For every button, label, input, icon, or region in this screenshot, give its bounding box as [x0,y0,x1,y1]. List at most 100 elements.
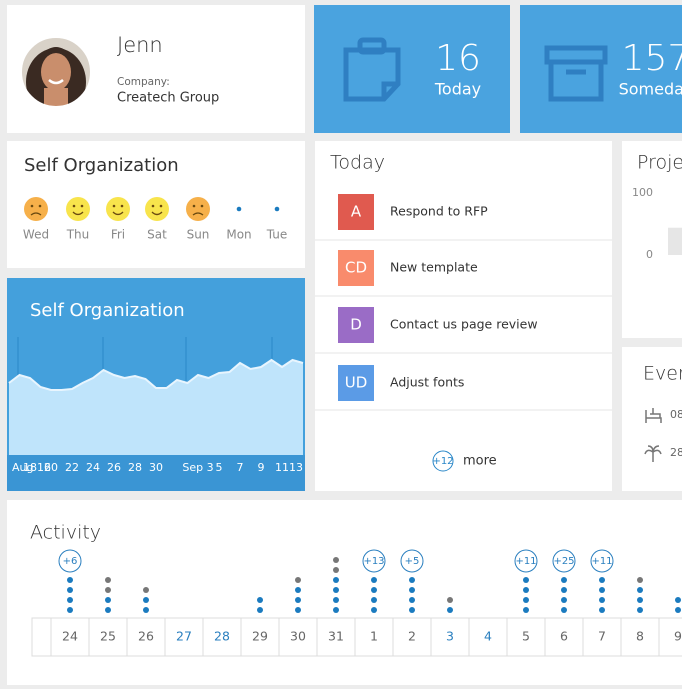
activity-day: 1 [370,629,378,644]
task-badge-text[interactable]: CD [345,259,367,277]
done-dot [599,587,605,593]
done-dot [333,607,339,613]
face-eye [151,204,155,208]
done-dot [599,597,605,603]
avatar [21,37,91,107]
more-badge[interactable] [362,549,386,573]
more-count[interactable]: +13 [363,556,384,567]
more-count[interactable]: +25 [553,556,574,567]
mood-day: Tue [266,228,288,242]
x-tick-label: 22 [65,461,79,474]
more-badge[interactable] [514,549,538,573]
done-dot [523,587,529,593]
x-tick-label: Aug 16 [12,461,51,474]
task-badge[interactable] [338,307,374,343]
mood-day: Mon [226,228,251,242]
clipboard-icon [343,37,401,102]
face-eye [120,204,124,208]
task-badge[interactable] [338,365,374,401]
other-dot [105,587,111,593]
more-badge[interactable] [590,549,614,573]
y-tick-label: 100 [632,186,653,199]
done-dot [561,597,567,603]
face-eye [192,204,196,208]
mood-dot [236,206,242,212]
done-dot [371,607,377,613]
done-dot [67,597,73,603]
done-dot [599,577,605,583]
y-tick-label: 0 [646,248,653,261]
done-dot [371,587,377,593]
event-icons [644,408,662,462]
x-tick-label: Sep 3 [182,461,213,474]
face-eye [112,204,116,208]
done-dot [67,607,73,613]
done-dot [67,587,73,593]
company-name: Createch Group [117,91,219,106]
done-dot [105,607,111,613]
task-badge[interactable] [338,194,374,230]
mood-face [24,197,48,221]
done-dot [637,587,643,593]
x-tick-label: 26 [107,461,121,474]
more-badge[interactable] [552,549,576,573]
today-separators [315,239,612,411]
other-dot [333,567,339,573]
x-tick-label: 5 [216,461,223,474]
more-link[interactable]: more [463,454,497,469]
done-dot [295,587,301,593]
activity-day: 7 [598,629,606,644]
done-dot [105,597,111,603]
more-count[interactable]: +11 [591,556,612,567]
x-tick-label: 30 [149,461,163,474]
task-label[interactable]: Respond to RFP [390,204,488,219]
done-dot [295,607,301,613]
activity-day: 25 [100,629,116,644]
more-count[interactable]: +6 [63,556,78,567]
done-dot [409,577,415,583]
area-line [8,358,304,391]
task-label[interactable]: Adjust fonts [390,375,464,390]
task-label[interactable]: New template [390,260,478,275]
activity-day: 26 [138,629,154,644]
tile-count: 16 [435,38,481,79]
activity-day: 4 [484,629,492,644]
task-label[interactable]: Contact us page review [390,317,538,332]
more-count[interactable]: +12 [432,456,453,467]
activity-day: 28 [214,629,230,644]
face-eye [72,204,76,208]
done-dot [523,577,529,583]
mood-day: Thu [66,228,90,242]
activity-day: 5 [522,629,530,644]
task-badge-text[interactable]: UD [345,374,368,392]
done-dot [523,607,529,613]
more-badge[interactable] [432,450,454,472]
activity-day: 8 [636,629,644,644]
more-count[interactable]: +5 [405,556,420,567]
done-dot [333,577,339,583]
other-dot [295,577,301,583]
x-tick-label: 28 [128,461,142,474]
face-eye [159,204,163,208]
more-count[interactable]: +11 [515,556,536,567]
activity-day: 31 [328,629,344,644]
done-dot [599,607,605,613]
activity-day: 9 [674,629,682,644]
chart-title: Self Organization [30,300,185,321]
done-dot [371,577,377,583]
task-badge[interactable] [338,250,374,286]
task-badge-text[interactable]: A [351,203,362,221]
more-badge[interactable] [58,549,82,573]
event-date: 28 [670,446,682,459]
done-dot [257,607,263,613]
mood-face [66,197,90,221]
x-tick-label: 24 [86,461,100,474]
done-dot [637,607,643,613]
face-mouth [151,211,163,216]
task-badge-text[interactable]: D [350,316,362,334]
mood-face [186,197,210,221]
more-badge[interactable] [400,549,424,573]
projects-title: Projects [637,152,682,174]
